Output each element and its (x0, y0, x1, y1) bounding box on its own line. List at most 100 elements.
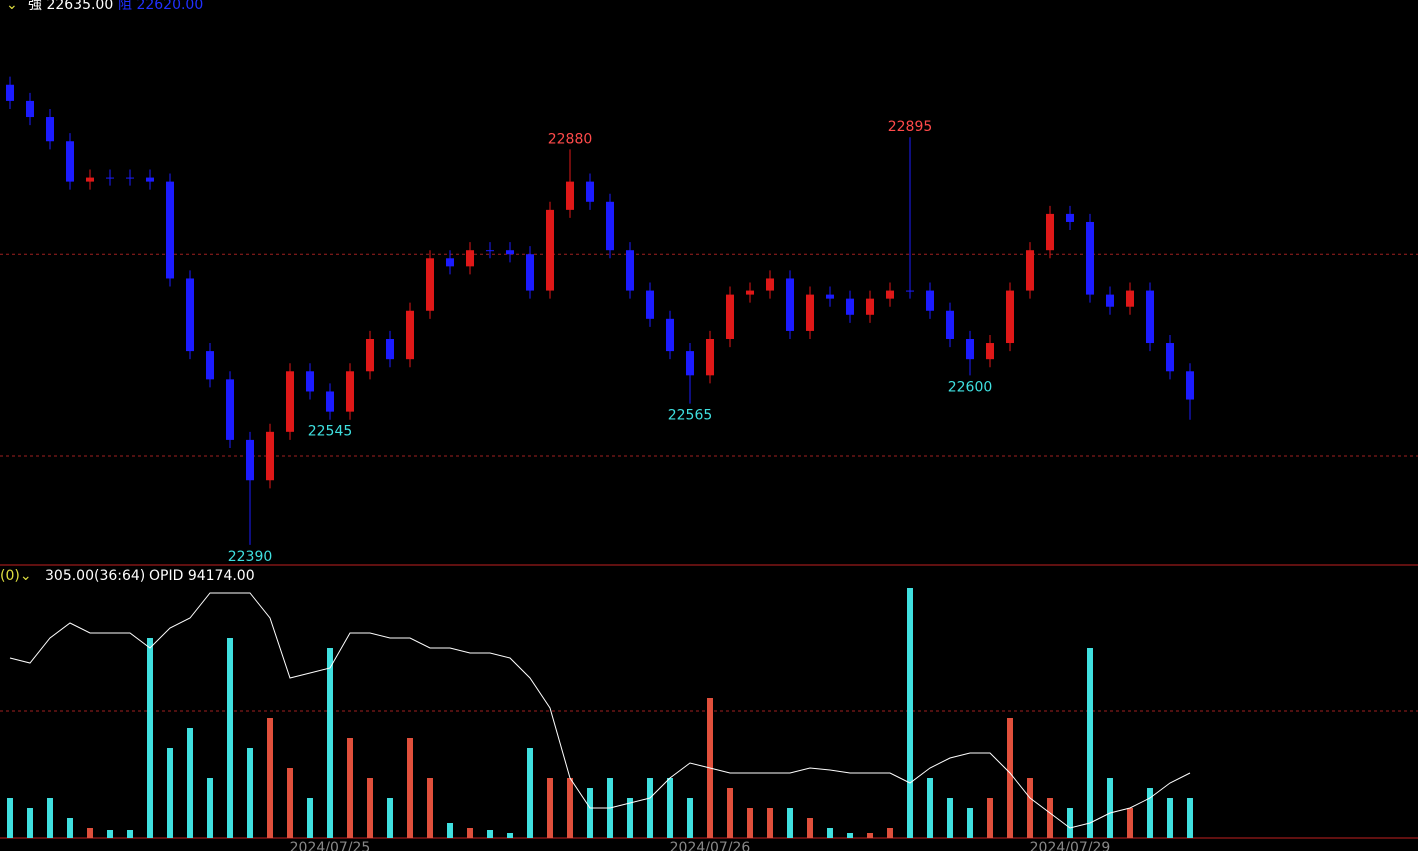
candle-body (266, 431, 274, 481)
volume-bar (327, 648, 333, 838)
volume-bar (727, 788, 733, 838)
volume-bar (587, 788, 593, 838)
candle-body (366, 339, 374, 372)
candle-body (706, 339, 714, 376)
candle-body (1046, 213, 1054, 251)
volume-bar (927, 778, 933, 838)
legend-opid: OPID 94174.00 (149, 568, 255, 584)
volume-bar (307, 798, 313, 838)
volume-bar (1187, 798, 1193, 838)
volume-bar (287, 768, 293, 838)
candle-body (966, 339, 974, 360)
candle-body (446, 258, 454, 267)
volume-bar (1167, 798, 1173, 838)
candle-body (906, 290, 914, 292)
volume-bar (1047, 798, 1053, 838)
volume-bar (227, 638, 233, 838)
volume-bar (107, 830, 113, 838)
candle-body (246, 439, 254, 481)
candle-body (346, 371, 354, 412)
volume-bar (407, 738, 413, 838)
volume-bar (987, 798, 993, 838)
volume-bar (567, 778, 573, 838)
candle-body (66, 141, 74, 182)
candle-body (1166, 343, 1174, 372)
candle-body (86, 177, 94, 182)
volume-bar (627, 798, 633, 838)
candle-body (286, 371, 294, 432)
volume-bar (447, 823, 453, 838)
volume-bar (1027, 778, 1033, 838)
candle-body (1006, 290, 1014, 344)
volume-bar (1107, 778, 1113, 838)
volume-bar (47, 798, 53, 838)
volume-bar (187, 728, 193, 838)
volume-bar (1087, 648, 1093, 838)
candle-body (126, 177, 134, 179)
volume-bar (887, 828, 893, 838)
candle-body (826, 294, 834, 299)
volume-bar (367, 778, 373, 838)
x-tick-label: 2024/07/29 (1030, 840, 1111, 851)
volume-bar (1127, 808, 1133, 838)
candle-body (486, 250, 494, 252)
candle-body (146, 177, 154, 182)
volume-bar (27, 808, 33, 838)
volume-bar (207, 778, 213, 838)
low-label: 22600 (948, 379, 993, 395)
candle-body (686, 351, 694, 376)
volume-bar (787, 808, 793, 838)
candle-body (726, 294, 734, 339)
candle-body (1146, 290, 1154, 344)
candle-body (1066, 213, 1074, 222)
candle-body (506, 250, 514, 255)
candle-body (606, 201, 614, 251)
volume-bar (387, 798, 393, 838)
candle-body (1086, 221, 1094, 295)
candle-body (206, 351, 214, 380)
candle-body (766, 278, 774, 291)
candle-body (1186, 371, 1194, 400)
volume-bar (167, 748, 173, 838)
candle-body (646, 290, 654, 319)
low-label: 22390 (228, 549, 273, 565)
low-label: 22545 (308, 424, 353, 440)
volume-bar (467, 828, 473, 838)
candle-body (886, 290, 894, 299)
volume-bar (667, 778, 673, 838)
opid-line (9, 592, 1191, 829)
volume-bar (547, 778, 553, 838)
volume-bar (947, 798, 953, 838)
candle-body (586, 181, 594, 202)
volume-bar (767, 808, 773, 838)
volume-bar (687, 798, 693, 838)
volume-bar (7, 798, 13, 838)
legend-period: (0)⌄ (0, 568, 32, 584)
candle-body (1126, 290, 1134, 307)
volume-bar (747, 808, 753, 838)
candle-body (786, 278, 794, 331)
candle-body (866, 298, 874, 315)
candle-body (26, 100, 34, 118)
x-tick-label: 2024/07/26 (670, 840, 751, 851)
candle-body (1026, 250, 1034, 291)
volume-bar (1007, 718, 1013, 838)
volume-bar (907, 588, 913, 838)
low-label: 22565 (668, 408, 713, 424)
volume-bar (267, 718, 273, 838)
legend-strong: 強 22635.00 (28, 0, 113, 13)
candle-body (186, 278, 194, 352)
volume-bar (247, 748, 253, 838)
candle-body (1106, 294, 1114, 307)
candle-body (806, 294, 814, 331)
candle-body (166, 181, 174, 279)
volume-bar (347, 738, 353, 838)
candle-body (326, 391, 334, 412)
volume-bar (527, 748, 533, 838)
volume-bar (147, 638, 153, 838)
volume-bar (807, 818, 813, 838)
volume-bar (867, 833, 873, 838)
legend-value: 305.00(36:64) (45, 568, 145, 584)
high-label: 22895 (888, 119, 933, 135)
